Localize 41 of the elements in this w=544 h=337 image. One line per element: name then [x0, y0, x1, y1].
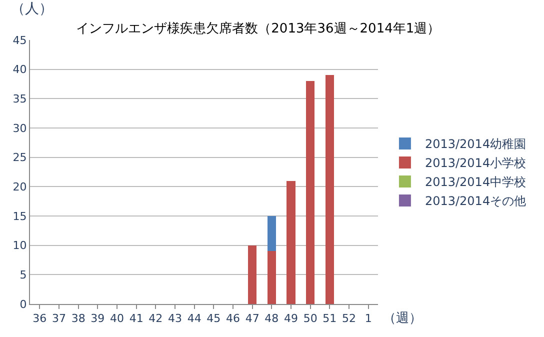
- x-tick-label: 39: [90, 312, 105, 326]
- x-tick-label: 38: [71, 312, 86, 326]
- x-tick-label: 44: [187, 312, 202, 326]
- x-tick-label: 37: [52, 312, 66, 326]
- y-tick-label: 0: [20, 298, 27, 311]
- x-tick-label: 52: [342, 312, 356, 326]
- y-tick-label: 10: [12, 239, 27, 252]
- y-tick-label: 40: [12, 63, 27, 76]
- legend-label: 2013/2014幼稚園: [424, 137, 526, 152]
- x-tick-label: 49: [284, 312, 298, 326]
- x-tick-label: 41: [129, 312, 144, 326]
- x-tick-label: 50: [303, 312, 318, 326]
- x-tick-label: 42: [148, 312, 163, 326]
- y-tick-label: 35: [12, 92, 27, 106]
- legend-label: 2013/2014その他: [424, 194, 526, 208]
- bar: [306, 81, 315, 304]
- bar: [286, 180, 296, 304]
- x-tick-label: 47: [245, 312, 260, 326]
- x-tick-label: 46: [226, 312, 240, 326]
- y-tick-label: 5: [20, 268, 27, 282]
- y-tick-label: 15: [12, 210, 27, 223]
- y-tick-label: 45: [12, 34, 27, 47]
- x-tick-label: 45: [206, 312, 221, 326]
- bar: [267, 216, 276, 252]
- x-tick-label: 36: [32, 312, 47, 326]
- y-axis-title: （人）: [11, 1, 53, 17]
- x-tick-label: 48: [264, 312, 279, 326]
- chart-title: インフルエンザ様疾患欠席者数（2013年36週～2014年1週）: [76, 20, 440, 37]
- x-tick-label: 51: [322, 312, 337, 326]
- x-tick-label: 40: [110, 312, 124, 326]
- bar: [267, 251, 276, 304]
- y-tick-label: 25: [12, 151, 27, 164]
- x-tick-label: 43: [168, 312, 182, 326]
- bar: [248, 245, 257, 304]
- x-tick-label: 1: [364, 312, 372, 326]
- y-tick-label: 20: [12, 180, 27, 194]
- bar: [325, 75, 334, 304]
- legend-label: 2013/2014小学校: [424, 156, 526, 170]
- legend-label: 2013/2014中学校: [424, 175, 526, 190]
- y-tick-label: 30: [12, 122, 27, 135]
- x-axis-title: （週）: [383, 311, 422, 326]
